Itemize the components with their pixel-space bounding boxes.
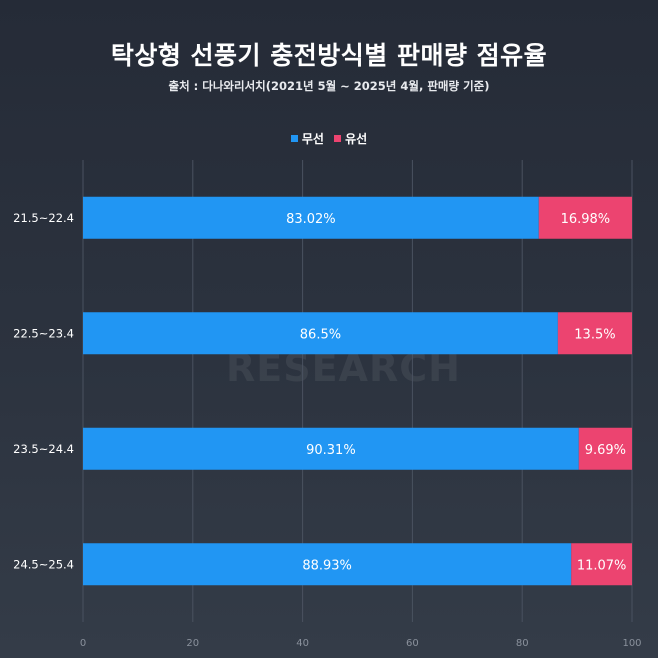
chart-subtitle: 출처 : 다나와리서치(2021년 5월 ~ 2025년 4월, 판매량 기준) (168, 79, 490, 93)
chart-legend: 무선 유선 (0, 130, 658, 147)
y-category-label: 24.5~25.4 (13, 557, 74, 571)
bar-wireless-3 (83, 543, 572, 586)
y-category-label: 22.5~23.4 (13, 326, 74, 340)
y-category-label: 23.5~24.4 (13, 442, 74, 456)
legend-swatch-wired (334, 135, 342, 142)
bar-wireless-0 (83, 196, 539, 239)
data-label-wireless-2: 90.31% (306, 443, 356, 458)
data-label-wired-0: 16.98% (561, 212, 611, 227)
chart-title: 탁상형 선풍기 충전방식별 판매량 점유율 (110, 41, 548, 70)
legend-item-wired: 유선 (334, 130, 367, 147)
data-label-wireless-0: 83.02% (286, 212, 336, 227)
watermark-main-text: RESEARCH (226, 346, 461, 390)
data-label-wireless-1: 86.5% (300, 327, 341, 342)
bar-wired-0 (538, 196, 632, 239)
data-label-wired-1: 13.5% (574, 327, 615, 342)
x-tick-label-100: 100 (622, 638, 641, 649)
legend-swatch-wireless (290, 135, 298, 142)
bar-wired-2 (578, 427, 632, 470)
x-tick-label-0: 0 (80, 638, 86, 649)
bar-wireless-1 (83, 312, 558, 355)
data-label-wired-2: 9.69% (585, 443, 626, 458)
data-label-wired-3: 11.07% (577, 558, 627, 573)
x-tick-label-80: 80 (516, 638, 529, 649)
bar-wireless-2 (83, 427, 579, 470)
legend-item-wireless: 무선 (290, 130, 324, 147)
x-tick-label-60: 60 (406, 638, 419, 649)
x-tick-label-40: 40 (296, 638, 309, 649)
x-tick-label-20: 20 (186, 638, 199, 649)
legend-label-wired: 유선 (345, 132, 368, 146)
bar-wired-3 (571, 543, 632, 586)
legend-label-wireless: 무선 (301, 132, 324, 146)
bar-wired-1 (557, 312, 632, 355)
y-category-label: 21.5~22.4 (13, 211, 74, 225)
data-label-wireless-3: 88.93% (302, 558, 352, 573)
